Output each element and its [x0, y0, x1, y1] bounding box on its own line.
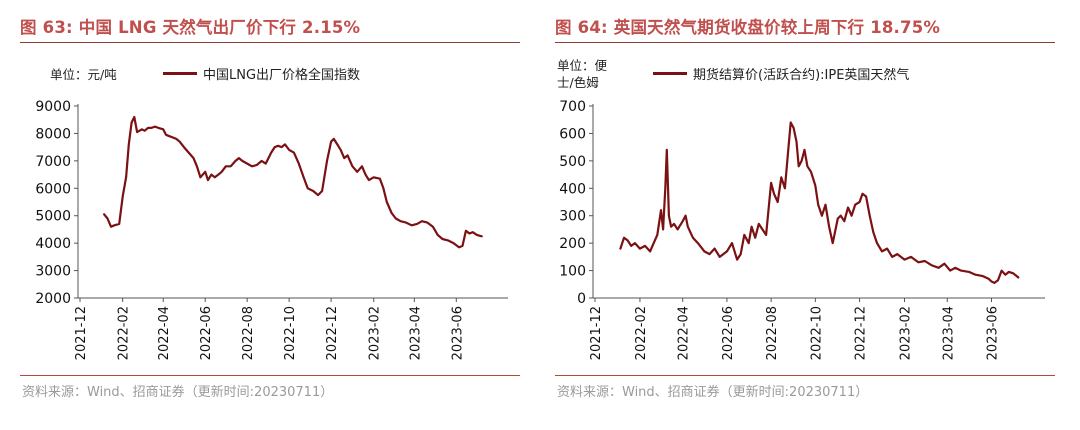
x-tick-label: 2021-12 — [589, 306, 604, 360]
legend-label: 中国LNG出厂价格全国指数 — [203, 68, 361, 83]
line-chart-lng: 2000 3000 4000 5000 6000 7000 8000 9000 2021-12 2… — [35, 99, 508, 360]
source-divider — [555, 375, 1055, 376]
chart-panel-ipe: 图 64: 英国天然气期货收盘价较上周下行 18.75% 单位：便士/色姆 期货… — [555, 0, 1075, 430]
series-line — [102, 115, 483, 249]
x-tick-label: 2023-04 — [941, 306, 956, 360]
chart-title: 图 63: 中国 LNG 天然气出厂价下行 2.15% — [20, 18, 361, 37]
x-tick-label: 2022-02 — [634, 306, 649, 360]
y-tick-label: 9000 — [35, 99, 71, 115]
y-tick-label: 100 — [559, 264, 586, 280]
y-tick-label: 5000 — [35, 209, 71, 225]
x-tick-label: 2022-04 — [157, 306, 172, 360]
x-tick-label: 2022-08 — [765, 306, 780, 360]
x-tick-label: 2023-06 — [985, 306, 1000, 360]
series-line — [619, 121, 1020, 284]
x-tick-label: 2023-02 — [899, 306, 914, 360]
x-tick-label: 2022-10 — [809, 306, 824, 360]
title-divider — [555, 42, 1055, 43]
unit-label: 单位：便士/色姆 — [557, 58, 608, 90]
source-note: 资料来源：Wind、招商证券（更新时间:20230711） — [22, 385, 334, 400]
y-tick-label: 700 — [559, 99, 586, 115]
x-tick-label: 2022-06 — [721, 306, 736, 360]
legend-label: 期货结算价(活跃合约):IPE英国天然气 — [693, 68, 910, 83]
line-chart-ipe: 0 100 200 300 400 500 600 700 2021-12 2022-02 2022… — [559, 99, 1045, 360]
x-tick-label: 2022-12 — [854, 306, 869, 360]
legend-swatch — [653, 72, 687, 75]
x-tick-label: 2022-12 — [325, 306, 340, 360]
legend: 期货结算价(活跃合约):IPE英国天然气 — [653, 64, 909, 83]
source-divider — [20, 375, 520, 376]
y-tick-label: 500 — [559, 154, 586, 170]
x-tick-label: 2022-04 — [677, 306, 692, 360]
x-tick-label: 2023-04 — [408, 306, 423, 360]
x-tick-label: 2022-06 — [199, 306, 214, 360]
y-tick-label: 3000 — [35, 264, 71, 280]
y-tick-label: 8000 — [35, 126, 71, 142]
x-tick-label: 2023-06 — [450, 306, 465, 360]
x-tick-label: 2022-10 — [283, 306, 298, 360]
y-tick-label: 2000 — [35, 291, 71, 307]
title-divider — [20, 42, 520, 43]
y-tick-label: 4000 — [35, 236, 71, 252]
x-tick-label: 2023-02 — [368, 306, 383, 360]
chart-title: 图 64: 英国天然气期货收盘价较上周下行 18.75% — [555, 18, 941, 37]
unit-label: 单位：元/吨 — [50, 67, 117, 82]
y-tick-label: 300 — [559, 209, 586, 225]
y-tick-label: 400 — [559, 181, 586, 197]
y-tick-label: 6000 — [35, 181, 71, 197]
source-note: 资料来源：Wind、招商证券（更新时间:20230711） — [557, 385, 869, 400]
y-tick-label: 7000 — [35, 154, 71, 170]
legend-swatch — [163, 72, 197, 75]
x-tick-label: 2021-12 — [74, 306, 89, 360]
x-tick-label: 2022-02 — [117, 306, 132, 360]
legend: 中国LNG出厂价格全国指数 — [163, 64, 360, 83]
y-tick-label: 200 — [559, 236, 586, 252]
y-tick-label: 600 — [559, 126, 586, 142]
chart-panel-lng: 图 63: 中国 LNG 天然气出厂价下行 2.15% 单位：元/吨 中国LNG… — [20, 0, 540, 430]
y-tick-label: 0 — [577, 291, 586, 307]
x-tick-label: 2022-08 — [241, 306, 256, 360]
